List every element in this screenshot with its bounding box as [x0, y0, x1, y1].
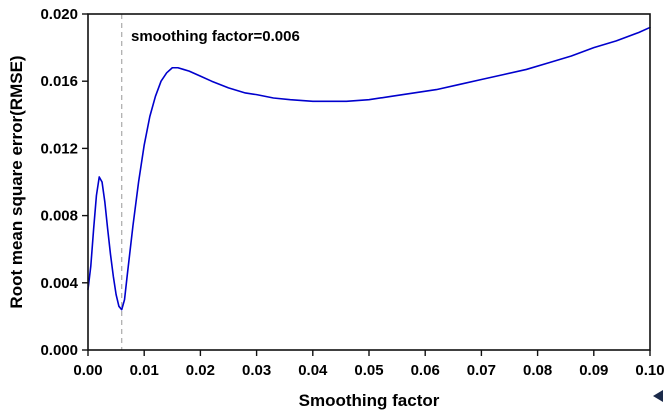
y-tick-label: 0.000 — [40, 342, 78, 359]
x-tick-label: 0.09 — [579, 362, 608, 379]
y-tick-label: 0.008 — [40, 208, 78, 225]
plot-layer: 0.00 0.01 0.02 0.03 0.04 0.05 0.06 0.07 0.08 0.09… — [40, 6, 664, 379]
y-tick-label: 0.004 — [40, 275, 78, 292]
x-tick-label: 0.01 — [130, 362, 159, 379]
y-axis-label: Root mean square error(RMSE) — [7, 55, 26, 308]
x-tick-label: 0.05 — [354, 362, 383, 379]
y-tick-label: 0.016 — [40, 73, 78, 90]
x-tick-label: 0.07 — [467, 362, 496, 379]
x-tick-label: 0.00 — [73, 362, 102, 379]
corner-arrow-icon — [653, 390, 663, 402]
x-tick-label: 0.03 — [242, 362, 271, 379]
rmse-curve — [87, 26, 651, 311]
y-tick-label: 0.012 — [40, 140, 78, 157]
x-tick-label: 0.10 — [635, 362, 664, 379]
plot-border — [87, 13, 651, 351]
y-tick-label: 0.020 — [40, 6, 78, 23]
annotation-smoothing-factor: smoothing factor=0.006 — [131, 28, 300, 45]
x-tick-label: 0.06 — [411, 362, 440, 379]
x-axis-label: Smoothing factor — [299, 391, 440, 410]
x-tick-label: 0.02 — [186, 362, 215, 379]
x-tick-label: 0.08 — [523, 362, 552, 379]
x-tick-label: 0.04 — [298, 362, 328, 379]
